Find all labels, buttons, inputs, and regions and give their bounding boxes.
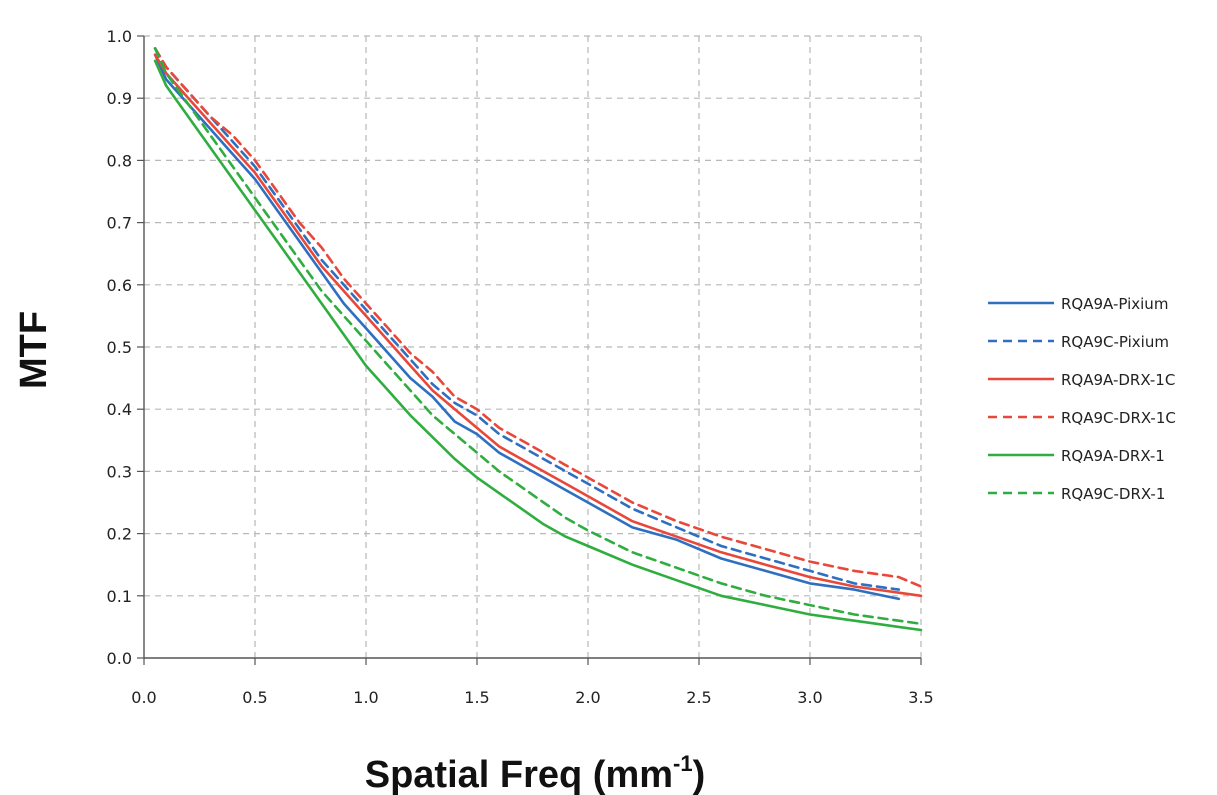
series-line-rqa9a-drx-1c bbox=[153, 53, 923, 598]
x-tick-label: 0.0 bbox=[131, 688, 156, 707]
y-tick-label: 0.6 bbox=[107, 276, 132, 295]
y-tick-label: 0.3 bbox=[107, 462, 132, 481]
y-tick-label: 1.0 bbox=[107, 27, 132, 46]
legend-label: RQA9A-Pixium bbox=[1061, 295, 1168, 313]
grid bbox=[144, 35, 922, 658]
series-line-rqa9c-drx-1 bbox=[153, 47, 923, 626]
y-tick-label: 0.1 bbox=[107, 587, 132, 606]
y-tick-label: 0.4 bbox=[107, 400, 132, 419]
legend-label: RQA9A-DRX-1 bbox=[1061, 447, 1165, 465]
x-tick-label: 3.0 bbox=[797, 688, 822, 707]
series-line-rqa9c-drx-1c bbox=[153, 47, 923, 588]
x-tick-label: 2.0 bbox=[575, 688, 600, 707]
y-tick-label: 0.7 bbox=[107, 214, 132, 233]
legend-label: RQA9C-DRX-1 bbox=[1061, 485, 1165, 503]
x-tick-label: 1.0 bbox=[353, 688, 378, 707]
x-tick-label: 1.5 bbox=[464, 688, 489, 707]
legend: RQA9A-Pixium RQA9C-Pixium RQA9A-DRX-1C RQA9… bbox=[988, 295, 1176, 503]
y-tick-label: 0.2 bbox=[107, 525, 132, 544]
y-tick-label: 0.0 bbox=[107, 649, 132, 668]
x-axis-title: Spatial Freq (mm-1) bbox=[365, 751, 706, 795]
legend-label: RQA9C-Pixium bbox=[1061, 333, 1169, 351]
series-line-rqa9c-pixium bbox=[153, 47, 901, 591]
series-line-rqa9a-pixium bbox=[153, 53, 901, 601]
y-axis-title: MTF bbox=[13, 311, 55, 389]
x-axis-title-close: ) bbox=[693, 754, 706, 795]
y-tick-label: 0.8 bbox=[107, 151, 132, 170]
x-axis-title-main: Spatial Freq (mm bbox=[365, 754, 673, 795]
x-axis-title-superscript: -1 bbox=[673, 751, 693, 776]
x-tick-label: 2.5 bbox=[686, 688, 711, 707]
series-line-rqa9a-drx-1 bbox=[153, 59, 923, 632]
y-tick-label: 0.9 bbox=[107, 89, 132, 108]
axes bbox=[137, 35, 922, 665]
legend-label: RQA9C-DRX-1C bbox=[1061, 409, 1176, 427]
x-tick-label: 0.5 bbox=[242, 688, 267, 707]
y-tick-label: 0.5 bbox=[107, 338, 132, 357]
tick-labels: 0.0 0.5 1.0 1.5 2.0 2.5 3.0 3.5 0.0 0.1 0.2 0.3 0.4 0… bbox=[107, 27, 934, 707]
legend-label: RQA9A-DRX-1C bbox=[1061, 371, 1175, 389]
x-tick-label: 3.5 bbox=[908, 688, 933, 707]
series-lines bbox=[153, 47, 923, 632]
